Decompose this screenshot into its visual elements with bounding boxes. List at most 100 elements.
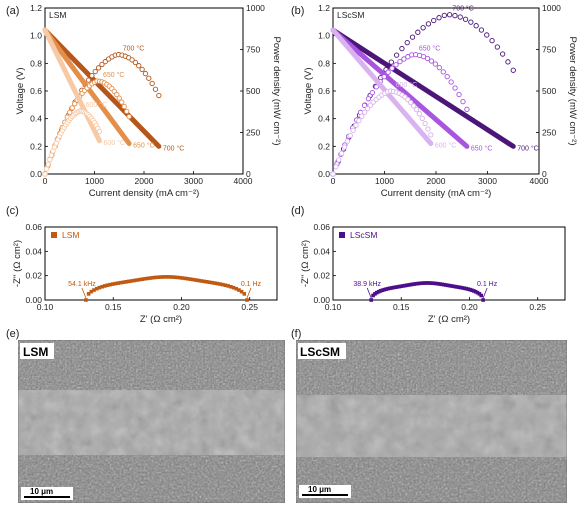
impedance-point — [245, 298, 249, 302]
impedance-point — [92, 288, 96, 292]
impedance-point — [451, 284, 456, 289]
y-tick-label: 0.00 — [313, 295, 330, 305]
power-point — [478, 27, 485, 33]
x-tick-label: 0.10 — [37, 302, 54, 312]
power-point — [369, 89, 376, 96]
iv-curve-2 — [42, 27, 102, 144]
impedance-point — [89, 289, 94, 294]
impedance-point — [393, 285, 398, 290]
power-point — [341, 144, 348, 150]
power-point — [393, 52, 400, 58]
power-point — [344, 138, 351, 144]
plot-frame — [44, 226, 278, 301]
power-point — [389, 65, 395, 71]
impedance-point — [434, 281, 439, 286]
power-point — [347, 132, 353, 139]
power-point — [381, 74, 387, 80]
y-tick-label: 0.02 — [25, 271, 42, 281]
panel-label-a: (a) — [6, 5, 19, 17]
impedance-point — [151, 275, 155, 280]
impedance-point — [466, 287, 470, 291]
impedance-point — [229, 284, 233, 289]
freq-label-high: 54.1 kHz — [68, 281, 96, 288]
impedance-point — [119, 280, 123, 285]
power-point — [422, 120, 428, 127]
impedance-point — [121, 280, 126, 285]
power-point — [452, 85, 458, 91]
y2-tick-label: 500 — [542, 86, 556, 96]
impedance-point — [373, 292, 377, 296]
scale-bar-lscsm: 10 μm — [299, 485, 351, 498]
chart-b-jv-curves: 0 1000 2000 3000 4000 0.0 0.2 0.4 0.6 0.8 1.0 1.2 0 2… — [303, 3, 578, 199]
power-label-2: 600 °C — [86, 101, 107, 109]
impedance-point — [447, 283, 452, 288]
svg-text:10 μm: 10 μm — [30, 487, 53, 496]
impedance-point — [210, 280, 214, 285]
power-point — [420, 25, 426, 31]
impedance-point — [172, 275, 177, 279]
impedance-point — [156, 275, 161, 279]
impedance-point — [462, 286, 467, 291]
impedance-point — [444, 283, 448, 287]
power-point — [95, 65, 102, 71]
iv-label-1: 650 °C — [471, 144, 492, 152]
impedance-point — [153, 275, 158, 280]
iv-label-2: 600 °C — [103, 139, 124, 147]
x-tick-label: 1000 — [375, 176, 394, 186]
svg-text:LScSM: LScSM — [300, 345, 340, 359]
impedance-point — [371, 293, 375, 298]
impedance-point — [460, 286, 465, 290]
x-tick-label: 0.15 — [393, 302, 410, 312]
sem-image-lscsm — [296, 340, 567, 503]
y-tick-label: 0.8 — [30, 58, 42, 68]
impedance-point — [432, 281, 437, 286]
impedance-point — [116, 281, 120, 285]
impedance-point — [481, 298, 485, 302]
impedance-point — [412, 282, 416, 286]
impedance-point — [375, 290, 379, 295]
iv-curve-0 — [330, 27, 516, 149]
impedance-point — [399, 284, 403, 289]
y-tick-label: 0.0 — [318, 169, 330, 179]
impedance-point — [100, 284, 104, 289]
power-label-0: 700 °C — [123, 44, 144, 52]
impedance-point — [167, 275, 171, 279]
power-point — [505, 59, 511, 65]
power-point — [436, 15, 442, 21]
impedance-point — [207, 280, 212, 285]
power-point — [99, 61, 105, 68]
y-tick-label: 0.04 — [313, 246, 330, 256]
power-label-1: 650 °C — [419, 44, 440, 52]
power-point — [399, 45, 405, 52]
x-tick-label: 0.25 — [529, 302, 546, 312]
power-point — [440, 69, 446, 75]
power-point — [361, 102, 368, 109]
power-point — [356, 117, 362, 124]
impedance-point — [378, 289, 383, 293]
power-point — [92, 68, 98, 75]
x-tick-label: 2000 — [135, 176, 154, 186]
y-tick-label: 0.8 — [318, 58, 330, 68]
impedance-point — [442, 282, 446, 287]
y-axis-label: Voltage (V) — [15, 68, 26, 115]
y-tick-label: 0.2 — [30, 141, 42, 151]
power-point — [462, 16, 469, 22]
x-tick-label: 2000 — [427, 176, 446, 186]
chart-d-impedance: 0.10 0.15 0.20 0.25 0.00 0.02 0.04 0.06 Z' (Ω cm… — [300, 222, 566, 325]
y-tick-label: 0.6 — [318, 86, 330, 96]
power-point — [489, 37, 495, 44]
y2-axis-label: Power density (mW cm⁻²) — [567, 37, 578, 146]
impedance-point — [458, 285, 463, 290]
power-point — [365, 96, 372, 102]
impedance-point — [135, 278, 139, 282]
impedance-point — [425, 281, 429, 285]
y-axis-label: -Z'' (Ω cm²) — [300, 240, 311, 287]
sem-image-lsm — [18, 340, 285, 503]
y2-tick-label: 750 — [246, 45, 260, 55]
y2-tick-label: 1000 — [246, 3, 265, 13]
impedance-point — [402, 283, 407, 288]
y-axis-label: -Z'' (Ω cm²) — [12, 240, 23, 287]
power-point — [89, 72, 95, 79]
impedance-point — [159, 275, 163, 279]
